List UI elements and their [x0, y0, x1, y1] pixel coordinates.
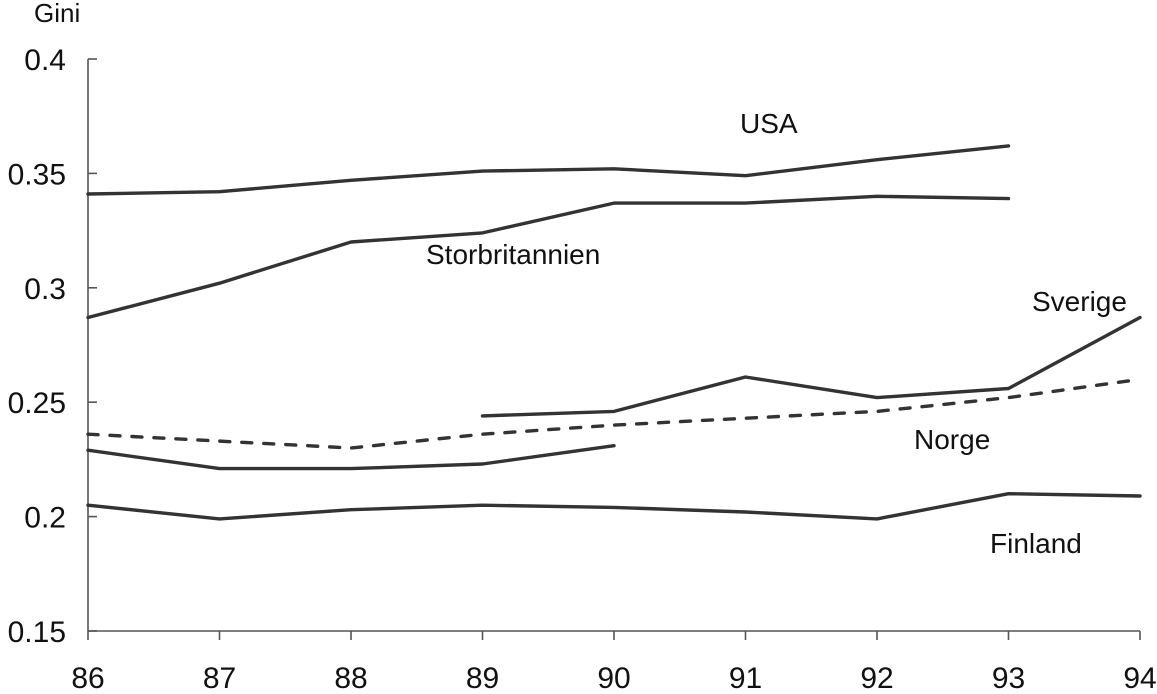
x-tick-label: 90: [597, 662, 630, 694]
x-tick-label: 93: [992, 662, 1025, 694]
y-tick-label: 0.2: [24, 502, 66, 535]
series-label-storbritannien: Storbritannien: [426, 239, 600, 270]
x-tick-label: 87: [203, 662, 236, 694]
series-label-usa: USA: [740, 108, 798, 139]
series-label-finland: Finland: [990, 528, 1082, 559]
x-tick-label: 86: [71, 662, 104, 694]
series-label-norge: Norge: [914, 424, 990, 455]
series-line-finland: [86, 492, 1142, 521]
y-axis-title: Gini: [34, 0, 80, 28]
y-tick-label: 0.35: [8, 158, 66, 191]
y-tick-label: 0.3: [24, 273, 66, 306]
series-line-norge: [86, 377, 1142, 450]
tick-labels: 0.15 0.2 0.25 0.3 0.35 0.4 86 87 88 89 90 91 92 93 94: [8, 44, 1157, 694]
series-line-sverige: [480, 315, 1142, 418]
y-tick-label: 0.4: [24, 44, 66, 77]
y-tick-label: 0.25: [8, 387, 66, 420]
series-line-storbritannien: [86, 194, 1011, 320]
y-tick-label: 0.15: [8, 616, 66, 649]
x-tick-label: 94: [1123, 662, 1156, 694]
series-lines: [86, 144, 1142, 521]
series-line-usa: [86, 144, 1011, 196]
x-tick-label: 92: [860, 662, 893, 694]
series-line-unlabeled-4: [86, 444, 616, 471]
x-tick-label: 88: [334, 662, 367, 694]
x-tick-label: 91: [729, 662, 762, 694]
series-labels: USA Storbritannien Sverige Norge Finland: [426, 108, 1127, 559]
axes: [87, 58, 1141, 640]
x-tick-label: 89: [466, 662, 499, 694]
series-label-sverige: Sverige: [1032, 286, 1127, 317]
